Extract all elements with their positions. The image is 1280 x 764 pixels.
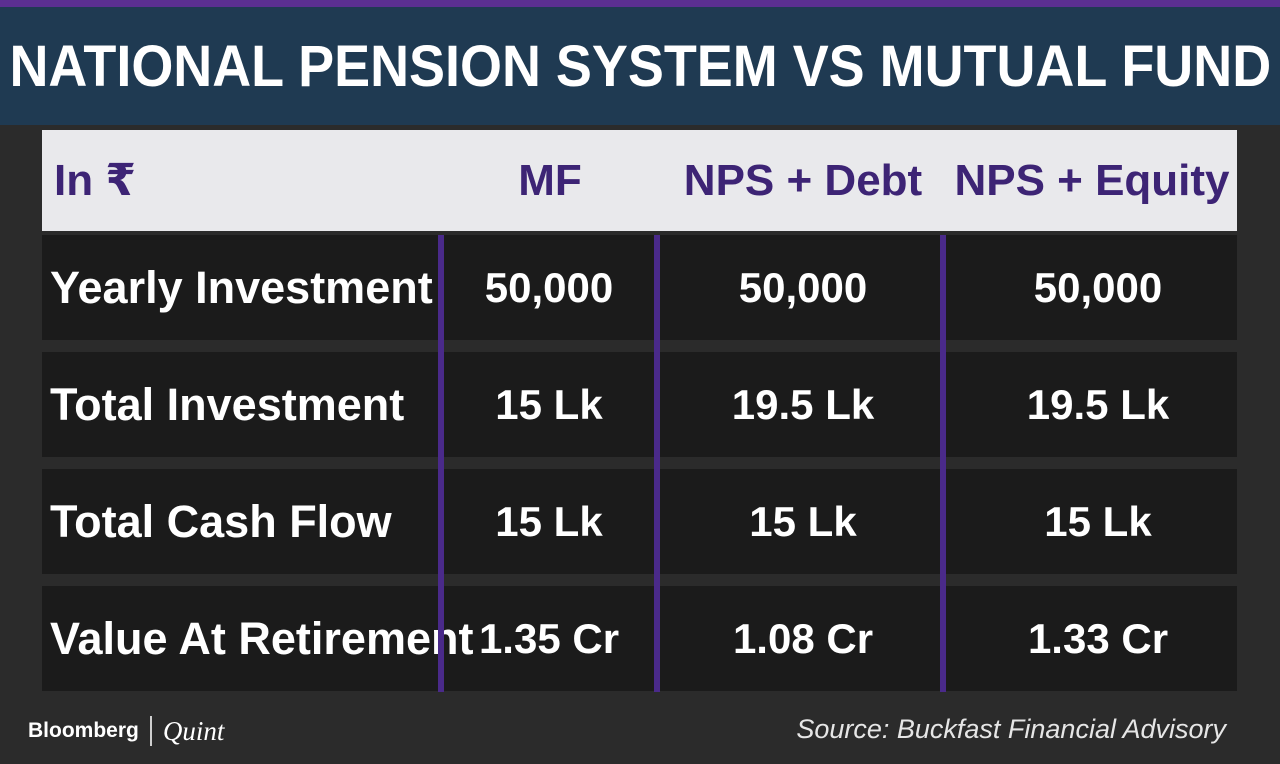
cell-nps-debt: 50,000	[738, 263, 868, 311]
row-label-total-investment: Total Investment	[50, 378, 405, 430]
cell-nps-equity: 50,000	[1033, 263, 1163, 311]
top-accent-stripe	[0, 0, 1280, 7]
bloomberg-quint-logo: Bloomberg Quint	[28, 713, 224, 749]
cell-nps-equity: 1.33 Cr	[1027, 614, 1169, 662]
cell-nps-debt: 19.5 Lk	[731, 380, 875, 428]
page-title: NATIONAL PENSION SYSTEM VS MUTUAL FUND	[9, 33, 1271, 99]
column-header-nps-debt: NPS + Debt	[683, 155, 923, 205]
cell-nps-equity: 19.5 Lk	[1026, 380, 1170, 428]
column-divider	[654, 235, 660, 692]
comparison-table: In ₹ MF NPS + Debt NPS + Equity Yearly I…	[42, 130, 1237, 692]
column-header-nps-equity: NPS + Equity	[954, 155, 1230, 205]
table-header-row: In ₹ MF NPS + Debt NPS + Equity	[42, 130, 1237, 231]
row-label-yearly-investment: Yearly Investment	[50, 261, 433, 313]
cell-mf: 15 Lk	[495, 380, 603, 428]
source-note: Source: Buckfast Financial Advisory	[796, 713, 1226, 744]
brand-bloomberg: Bloomberg	[28, 719, 139, 742]
column-divider	[438, 235, 444, 692]
row-label-value-at-retirement: Value At Retirement	[50, 612, 474, 664]
column-header-mf: MF	[518, 155, 582, 205]
cell-nps-debt: 1.08 Cr	[732, 614, 874, 662]
column-header-unit: In ₹	[54, 156, 136, 205]
brand-quint: Quint	[162, 715, 225, 746]
cell-mf: 15 Lk	[495, 497, 603, 545]
table-row: Value At Retirement 1.35 Cr 1.08 Cr 1.33…	[42, 586, 1237, 691]
table-row: Yearly Investment 50,000 50,000 50,000	[42, 235, 1237, 340]
table-row: Total Investment 15 Lk 19.5 Lk 19.5 Lk	[42, 352, 1237, 457]
column-divider	[940, 235, 946, 692]
title-bar: NATIONAL PENSION SYSTEM VS MUTUAL FUND	[0, 7, 1280, 125]
row-label-total-cash-flow: Total Cash Flow	[50, 495, 392, 547]
cell-mf: 50,000	[484, 263, 614, 311]
logo-divider	[149, 716, 152, 746]
cell-nps-debt: 15 Lk	[749, 497, 857, 545]
cell-nps-equity: 15 Lk	[1044, 497, 1152, 545]
cell-mf: 1.35 Cr	[478, 614, 620, 662]
table-row: Total Cash Flow 15 Lk 15 Lk 15 Lk	[42, 469, 1237, 574]
